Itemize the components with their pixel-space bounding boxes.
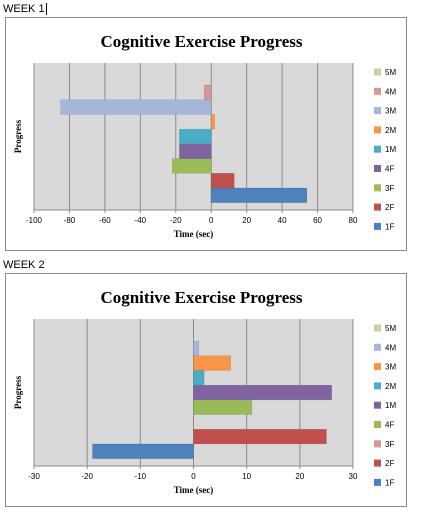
week1-bar-1f [210,187,308,203]
week2-legend-swatch-2f [374,459,381,467]
week2-bar-1f [92,443,194,459]
week2-bar-3m [193,355,231,371]
week2-legend-swatch-3f [374,440,381,448]
week1-bar-4f [179,143,212,159]
week2-legend-label-1m: 1M [385,401,396,410]
week-2-chart: Cognitive Exercise Progress -30 -20 -10 0 10 2… [13,288,396,495]
week2-legend-label-2m: 2M [385,382,396,391]
week2-tick-label: -20 [81,472,93,481]
week2-bar-2f [193,429,327,445]
week2-bar-4m [193,340,200,357]
week2-legend-label-4f: 4F [385,421,394,430]
week2-tick-label: -10 [135,472,147,481]
week2-bar-4f [193,399,253,415]
week1-legend-swatch-3m [374,107,381,115]
week-1-chart: Cognitive Exercise Progress -100 -80 -60 -40… [13,32,396,239]
week2-legend-swatch-1m [374,401,381,409]
week2-legend-label-2f: 2F [385,459,394,468]
week2-tick-label: 30 [349,472,358,481]
week2-legend-swatch-4f [374,421,381,428]
week1-legend-swatch-3f [374,184,381,192]
week1-tick-label: -80 [64,216,76,225]
week1-tick-label: -20 [170,216,182,225]
week2-legend-label-5m: 5M [385,324,396,333]
week2-ylabel: Progress [13,375,23,409]
week2-legend-swatch-4m [374,343,381,351]
week1-tick-label: 20 [242,216,251,225]
week2-legend-label-1f: 1F [385,478,394,487]
week2-legend-swatch-1f [374,478,381,486]
week2-tick-label: 20 [295,472,304,481]
week1-xlabel: Time (sec) [174,229,214,239]
week2-xlabel: Time (sec) [174,485,214,495]
week2-tick-label: 0 [191,472,196,481]
week1-ylabel: Progress [13,119,23,153]
week1-legend-swatch-5m [374,68,381,76]
week1-legend-label-1f: 1F [385,222,394,231]
week1-legend-swatch-4m [374,87,381,95]
week2-legend-label-3m: 3M [385,363,396,372]
week2-tick-label: 10 [242,472,251,481]
week1-tick-label: -60 [99,216,111,225]
week1-tick-label: -100 [26,216,43,225]
week1-bar-2f [210,173,235,189]
week1-legend-swatch-1f [374,222,381,230]
week1-legend-swatch-4f [374,165,381,172]
week1-legend-label-4m: 4M [385,87,396,96]
week1-bar-4m [203,84,212,101]
week2-legend-swatch-3m [374,363,381,371]
week1-legend-label-3f: 3F [385,184,394,193]
week1-bar-1m [179,128,212,145]
week-1-label: WEEK 1 [3,3,47,15]
week1-tick-label: 40 [278,216,287,225]
week1-legend-label-1m: 1M [385,145,396,154]
week2-bar-2m [193,370,205,386]
week-2-label: WEEK 2 [3,259,45,271]
week1-bar-2m [210,114,216,130]
week1-legend-swatch-1m [374,145,381,153]
week1-title: Cognitive Exercise Progress [100,32,302,51]
week-1-chart-panel: Cognitive Exercise Progress -100 -80 -60 -40… [5,17,407,251]
week1-legend-label-5m: 5M [385,68,396,77]
week2-legend-label-3f: 3F [385,440,394,449]
week2-legend-label-4m: 4M [385,343,396,352]
week1-tick-label: 80 [349,216,358,225]
week1-legend-label-2f: 2F [385,203,394,212]
week1-legend-swatch-2f [374,203,381,211]
week1-tick-label: 60 [313,216,322,225]
week2-tick-label: -30 [28,472,40,481]
week1-tick-label: 0 [209,216,214,225]
text-cursor [45,3,47,15]
week1-bar-3f [171,158,212,174]
week1-legend-label-4f: 4F [385,165,394,174]
week1-legend-label-3m: 3M [385,107,396,116]
week-2-chart-panel: Cognitive Exercise Progress -30 -20 -10 0 10 2… [5,273,407,507]
week2-title: Cognitive Exercise Progress [100,288,302,307]
week1-bar-3m [60,99,212,115]
week2-legend-swatch-2m [374,382,381,390]
week2-legend-swatch-5m [374,324,381,332]
week1-legend-swatch-2m [374,126,381,134]
week2-bar-1m [193,384,332,401]
week1-legend-label-2m: 2M [385,126,396,135]
week1-tick-label: -40 [135,216,147,225]
